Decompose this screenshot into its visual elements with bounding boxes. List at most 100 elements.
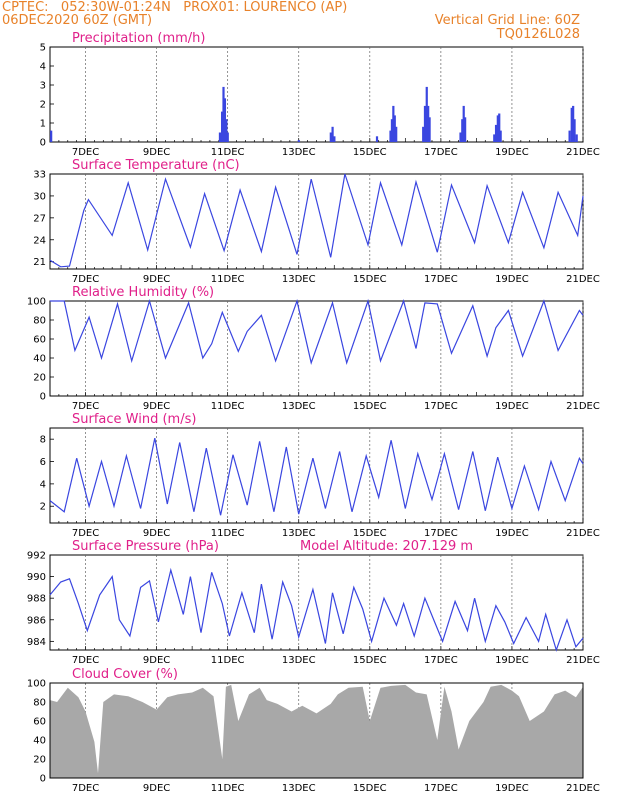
x-tick-label: 21DEC [566, 147, 600, 158]
x-tick-label: 7DEC [72, 147, 99, 158]
x-tick-label: 11DEC [211, 528, 245, 539]
y-tick-label: 60 [33, 717, 46, 728]
x-tick-label: 13DEC [282, 274, 316, 285]
x-tick-label: 21DEC [566, 274, 600, 285]
panel-title: Cloud Cover (%) [72, 667, 178, 682]
precip-bar [498, 113, 501, 142]
panel-title: Surface Pressure (hPa) [72, 539, 219, 554]
x-tick-label: 15DEC [353, 274, 387, 285]
y-tick-label: 100 [27, 679, 46, 690]
precip-bar [223, 98, 227, 142]
x-tick-label: 17DEC [424, 783, 458, 794]
x-tick-label: 11DEC [211, 147, 245, 158]
header-grid-note: Vertical Grid Line: 60Z [434, 13, 580, 28]
precip-bar [499, 130, 502, 142]
y-tick-label: 6 [40, 457, 46, 468]
header-run-time: 06DEC2020 60Z (GMT) [2, 13, 153, 28]
precip-bar [427, 105, 430, 142]
y-tick-label: 8 [40, 435, 46, 446]
x-tick-label: 19DEC [495, 655, 529, 666]
panel-4: Surface Wind (m/s) 7DEC 9DEC 11DEC 13DEC 15DE… [40, 412, 600, 539]
x-tick-label: 19DEC [495, 147, 529, 158]
y-tick-label: 984 [27, 637, 46, 648]
y-tick-label: 0 [40, 138, 46, 149]
y-tick-label: 20 [33, 755, 46, 766]
precip-bar [461, 119, 464, 142]
precip-bar [392, 105, 395, 142]
x-tick-label: 19DEC [495, 274, 529, 285]
precip-bar [575, 134, 578, 142]
x-tick-label: 11DEC [211, 274, 245, 285]
x-tick-label: 15DEC [353, 655, 387, 666]
precip-bar [493, 134, 496, 142]
x-tick-label: 11DEC [211, 401, 245, 412]
y-tick-label: 80 [33, 316, 46, 327]
x-tick-label: 21DEC [566, 783, 600, 794]
x-tick-label: 9DEC [143, 783, 170, 794]
x-tick-label: 21DEC [566, 401, 600, 412]
precip-bar [395, 126, 398, 142]
y-tick-label: 990 [27, 572, 46, 583]
series-line [49, 437, 584, 516]
precip-bar [422, 126, 425, 142]
precip-bar [393, 115, 396, 142]
x-tick-label: 13DEC [282, 147, 316, 158]
y-tick-label: 1 [40, 119, 46, 130]
panel-annotation: Model Altitude: 207.129 m [300, 539, 473, 554]
precip-bar [375, 136, 379, 142]
x-tick-label: 9DEC [143, 401, 170, 412]
y-tick-label: 4 [40, 479, 46, 490]
panel-3: Relative Humidity (%) 7DEC 9DEC 11DEC 13DEC 1… [27, 285, 600, 412]
y-tick-label: 2 [40, 100, 46, 111]
precip-bar [459, 132, 462, 142]
panel-1: Precipitation (mm/h)7DEC 9DEC 11DEC 13DEC 15… [40, 31, 600, 158]
precip-bar [222, 86, 225, 142]
x-tick-label: 19DEC [495, 528, 529, 539]
precip-bar [218, 132, 222, 142]
panel-frame [49, 46, 584, 143]
y-tick-label: 4 [40, 62, 46, 73]
y-tick-label: 21 [33, 257, 46, 268]
x-tick-label: 13DEC [282, 783, 316, 794]
x-tick-label: 9DEC [143, 528, 170, 539]
y-tick-label: 988 [27, 594, 46, 605]
precip-bar [423, 105, 427, 142]
panel-title: Precipitation (mm/h) [72, 31, 205, 46]
precip-bar [425, 86, 428, 142]
precip-bar [464, 117, 467, 142]
x-tick-label: 7DEC [72, 528, 99, 539]
x-tick-label: 7DEC [72, 655, 99, 666]
y-tick-label: 27 [33, 213, 46, 224]
cloud-area [50, 684, 583, 778]
x-tick-label: 21DEC [566, 655, 600, 666]
panel-title: Surface Wind (m/s) [72, 412, 196, 427]
precip-bar [297, 140, 300, 142]
x-tick-label: 17DEC [424, 528, 458, 539]
precip-bar [220, 111, 224, 142]
precip-bar [333, 136, 336, 142]
y-tick-label: 60 [33, 335, 46, 346]
header-station: CPTEC: 052:30W-01:24N PROX01: LOURENCO (… [2, 0, 348, 15]
precip-bar [226, 132, 229, 142]
series-line [49, 173, 584, 268]
precip-bar [572, 105, 575, 142]
x-tick-label: 15DEC [353, 401, 387, 412]
x-tick-label: 11DEC [211, 655, 245, 666]
y-tick-label: 30 [33, 191, 46, 202]
y-tick-label: 100 [27, 297, 46, 308]
precip-bar [50, 130, 53, 142]
series-line [49, 567, 584, 652]
header-model-id: TQ0126L028 [496, 27, 580, 42]
x-tick-label: 17DEC [424, 274, 458, 285]
panel-6: Cloud Cover (%) 7DEC 9DEC 11DEC 13DEC 15DEC 17… [27, 667, 600, 794]
x-tick-label: 21DEC [566, 528, 600, 539]
x-tick-label: 17DEC [424, 655, 458, 666]
x-tick-label: 7DEC [72, 783, 99, 794]
y-tick-label: 2 [40, 502, 46, 513]
x-tick-label: 17DEC [424, 147, 458, 158]
x-tick-label: 19DEC [495, 401, 529, 412]
series-line [50, 298, 584, 365]
y-tick-label: 992 [27, 551, 46, 562]
panel-5: Surface Pressure (hPa) Model Altitude: 20… [27, 539, 600, 666]
x-tick-label: 9DEC [143, 655, 170, 666]
